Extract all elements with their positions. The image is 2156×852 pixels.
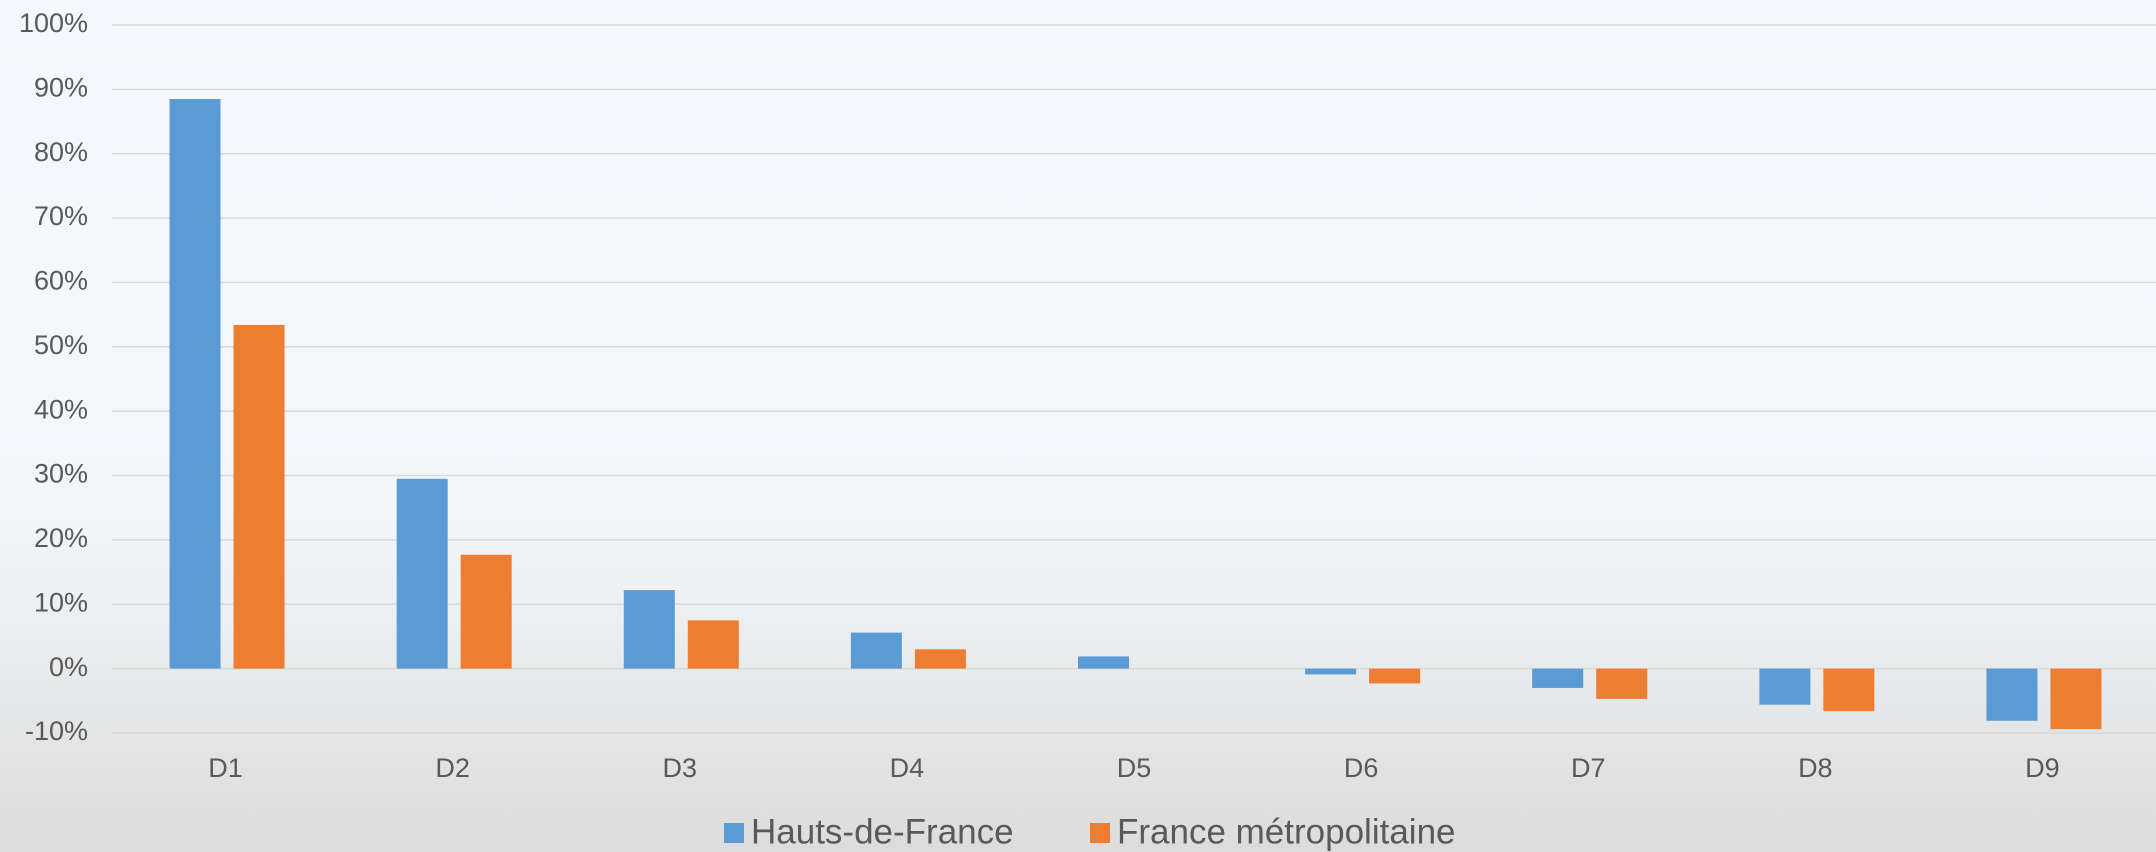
bar xyxy=(623,590,675,669)
bar xyxy=(1596,668,1648,699)
y-tick-label: 70% xyxy=(34,201,88,231)
y-tick-label: 60% xyxy=(34,266,88,296)
x-tick-label: D2 xyxy=(435,753,470,783)
x-tick-label: D7 xyxy=(1571,753,1606,783)
x-tick-label: D5 xyxy=(1117,753,1152,783)
y-tick-label: 80% xyxy=(34,137,88,167)
bar xyxy=(1823,668,1875,712)
y-tick-label: 40% xyxy=(34,394,88,424)
bar xyxy=(1078,656,1129,669)
bar xyxy=(460,554,512,669)
y-tick-label: 20% xyxy=(34,523,88,553)
bar xyxy=(1305,668,1357,675)
y-tick-label: 30% xyxy=(34,459,88,489)
bar xyxy=(850,632,902,669)
bar xyxy=(1532,668,1584,688)
bar xyxy=(169,99,221,669)
x-tick-label: D3 xyxy=(663,753,698,783)
bar xyxy=(2050,668,2102,730)
bar xyxy=(1759,668,1811,705)
x-tick-label: D6 xyxy=(1344,753,1379,783)
x-tick-label: D8 xyxy=(1798,753,1833,783)
bar xyxy=(1369,668,1421,684)
y-tick-label: 100% xyxy=(19,8,88,38)
y-tick-label: 10% xyxy=(34,587,88,617)
x-tick-label: D1 xyxy=(208,753,243,783)
bar xyxy=(233,324,285,669)
legend-label: France métropolitaine xyxy=(1117,812,1456,851)
legend: Hauts-de-France France métropolitaine xyxy=(724,812,1456,851)
y-tick-label: 90% xyxy=(34,72,88,102)
y-tick-label: 50% xyxy=(34,330,88,360)
bar xyxy=(914,649,966,669)
x-tick-label: D4 xyxy=(890,753,925,783)
legend-swatch xyxy=(724,823,744,843)
bar xyxy=(1986,668,2038,721)
legend-swatch xyxy=(1090,823,1110,843)
legend-label: Hauts-de-France xyxy=(751,812,1014,851)
y-tick-label: -10% xyxy=(25,716,88,746)
y-tick-label: 0% xyxy=(49,652,88,682)
bar xyxy=(687,620,739,669)
x-tick-label: D9 xyxy=(2025,753,2060,783)
bar xyxy=(396,478,448,669)
